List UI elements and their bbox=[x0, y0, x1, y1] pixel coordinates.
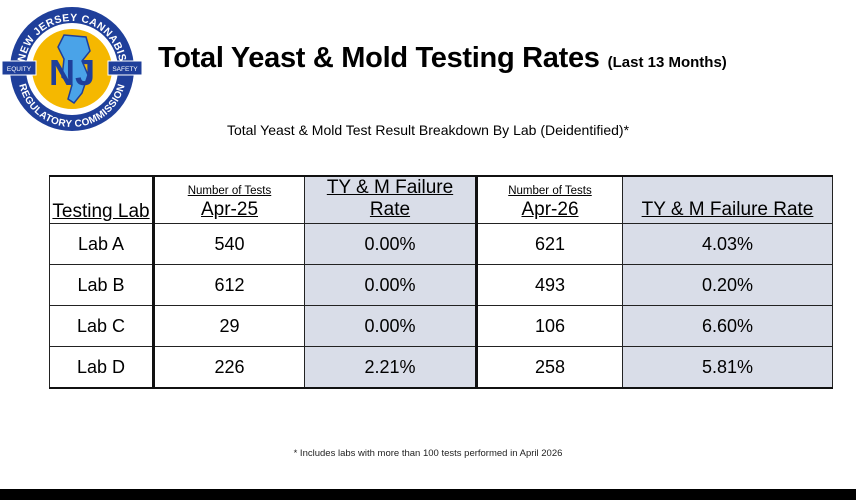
svg-text:EQUITY: EQUITY bbox=[7, 66, 32, 73]
cell-lab: Lab B bbox=[49, 264, 155, 306]
cell-rate-2: 4.03% bbox=[622, 223, 833, 265]
njcrc-logo: NEW JERSEY CANNABIS REGULATORY COMMISSIO… bbox=[1, 3, 143, 135]
page-title-main: Total Yeast & Mold Testing Rates bbox=[158, 42, 600, 74]
cell-lab: Lab D bbox=[49, 346, 155, 389]
cell-tests-1: 612 bbox=[153, 264, 305, 306]
cell-tests-2: 258 bbox=[476, 346, 623, 389]
header-rate-apr26: TY & M Failure Rate bbox=[622, 175, 833, 224]
header-testing-lab-label: Testing Lab bbox=[52, 201, 150, 222]
table-row: Lab B 612 0.00% 493 0.20% bbox=[49, 264, 833, 306]
table-row: Lab C 29 0.00% 106 6.60% bbox=[49, 305, 833, 347]
cell-tests-1: 29 bbox=[153, 305, 305, 347]
page-title-sub: (Last 13 Months) bbox=[607, 54, 727, 71]
header-tests-caption-1: Number of Tests bbox=[187, 185, 272, 197]
table-row: Lab A 540 0.00% 621 4.03% bbox=[49, 223, 833, 265]
cell-lab: Lab A bbox=[49, 223, 155, 265]
cell-tests-2: 493 bbox=[476, 264, 623, 306]
cell-rate-2: 5.81% bbox=[622, 346, 833, 389]
header-rate-1: TY & M Failure Rate bbox=[326, 177, 454, 220]
bottom-bar bbox=[0, 489, 856, 500]
svg-text:SAFETY: SAFETY bbox=[112, 66, 138, 73]
cell-tests-2: 106 bbox=[476, 305, 623, 347]
cell-rate-2: 0.20% bbox=[622, 264, 833, 306]
cell-rate-1: 2.21% bbox=[304, 346, 478, 389]
njcrc-seal-icon: NEW JERSEY CANNABIS REGULATORY COMMISSIO… bbox=[1, 7, 143, 131]
page-title: Total Yeast & Mold Testing Rates (Last 1… bbox=[158, 42, 727, 82]
cell-tests-2: 621 bbox=[476, 223, 623, 265]
header-testing-lab: Testing Lab bbox=[49, 175, 155, 224]
cell-tests-1: 540 bbox=[153, 223, 305, 265]
cell-lab: Lab C bbox=[49, 305, 155, 347]
cell-rate-1: 0.00% bbox=[304, 223, 478, 265]
footnote: * Includes labs with more than 100 tests… bbox=[293, 448, 563, 459]
table-caption: Total Yeast & Mold Test Result Breakdown… bbox=[226, 122, 630, 138]
table-header-row: Testing Lab Number of Tests Apr-25 TY & … bbox=[49, 175, 833, 224]
header-tests-apr26: Number of Tests Apr-26 bbox=[476, 175, 623, 224]
header-rate-2: TY & M Failure Rate bbox=[641, 199, 814, 220]
cell-rate-2: 6.60% bbox=[622, 305, 833, 347]
lab-results-table: Testing Lab Number of Tests Apr-25 TY & … bbox=[49, 175, 833, 389]
svg-text:NJ: NJ bbox=[49, 52, 95, 93]
cell-rate-1: 0.00% bbox=[304, 264, 478, 306]
table-row: Lab D 226 2.21% 258 5.81% bbox=[49, 346, 833, 389]
header-period-2: Apr-26 bbox=[521, 199, 579, 220]
header-period-1: Apr-25 bbox=[200, 199, 259, 220]
cell-rate-1: 0.00% bbox=[304, 305, 478, 347]
header-tests-apr25: Number of Tests Apr-25 bbox=[153, 175, 305, 224]
cell-tests-1: 226 bbox=[153, 346, 305, 389]
header-rate-apr25: TY & M Failure Rate bbox=[304, 175, 478, 224]
header-tests-caption-2: Number of Tests bbox=[508, 185, 592, 197]
